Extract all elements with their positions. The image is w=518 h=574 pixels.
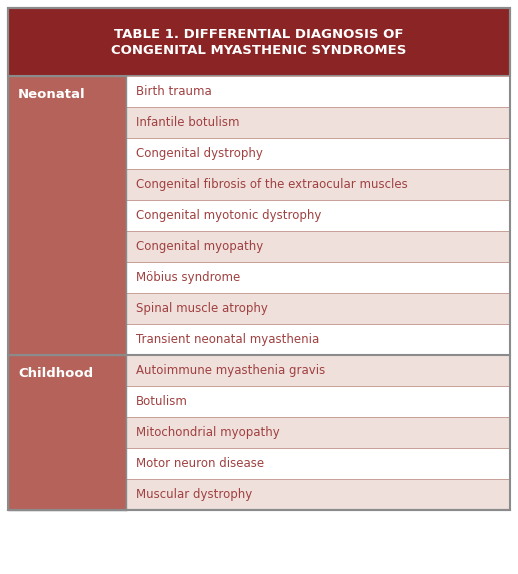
Bar: [126, 448, 510, 479]
Bar: [126, 479, 510, 510]
Bar: [126, 355, 510, 386]
Text: CONGENITAL MYASTHENIC SYNDROMES: CONGENITAL MYASTHENIC SYNDROMES: [111, 45, 407, 57]
Bar: [126, 231, 510, 262]
Bar: [126, 169, 510, 200]
Text: TABLE 1. DIFFERENTIAL DIAGNOSIS OF: TABLE 1. DIFFERENTIAL DIAGNOSIS OF: [114, 29, 404, 41]
Bar: [126, 293, 510, 324]
Text: Congenital myotonic dystrophy: Congenital myotonic dystrophy: [136, 209, 321, 222]
Text: Neonatal: Neonatal: [18, 88, 85, 101]
Text: Congenital dystrophy: Congenital dystrophy: [136, 147, 263, 160]
Text: Spinal muscle atrophy: Spinal muscle atrophy: [136, 302, 268, 315]
Bar: [126, 200, 510, 231]
Text: Botulism: Botulism: [136, 395, 188, 408]
Text: Mitochondrial myopathy: Mitochondrial myopathy: [136, 426, 280, 439]
Bar: [8, 355, 126, 510]
Bar: [126, 417, 510, 448]
Bar: [8, 8, 510, 76]
Bar: [126, 76, 510, 107]
Text: Motor neuron disease: Motor neuron disease: [136, 457, 264, 470]
Text: Autoimmune myasthenia gravis: Autoimmune myasthenia gravis: [136, 364, 325, 377]
Text: Muscular dystrophy: Muscular dystrophy: [136, 488, 252, 501]
Text: Möbius syndrome: Möbius syndrome: [136, 271, 240, 284]
Text: Congenital myopathy: Congenital myopathy: [136, 240, 263, 253]
Text: Birth trauma: Birth trauma: [136, 85, 212, 98]
Bar: [8, 8, 510, 510]
Text: Congenital fibrosis of the extraocular muscles: Congenital fibrosis of the extraocular m…: [136, 178, 408, 191]
Bar: [126, 386, 510, 417]
Bar: [8, 76, 126, 355]
Bar: [126, 262, 510, 293]
Bar: [126, 107, 510, 138]
Bar: [126, 324, 510, 355]
Text: Childhood: Childhood: [18, 367, 93, 380]
Bar: [126, 138, 510, 169]
Text: Transient neonatal myasthenia: Transient neonatal myasthenia: [136, 333, 319, 346]
Text: Infantile botulism: Infantile botulism: [136, 116, 239, 129]
